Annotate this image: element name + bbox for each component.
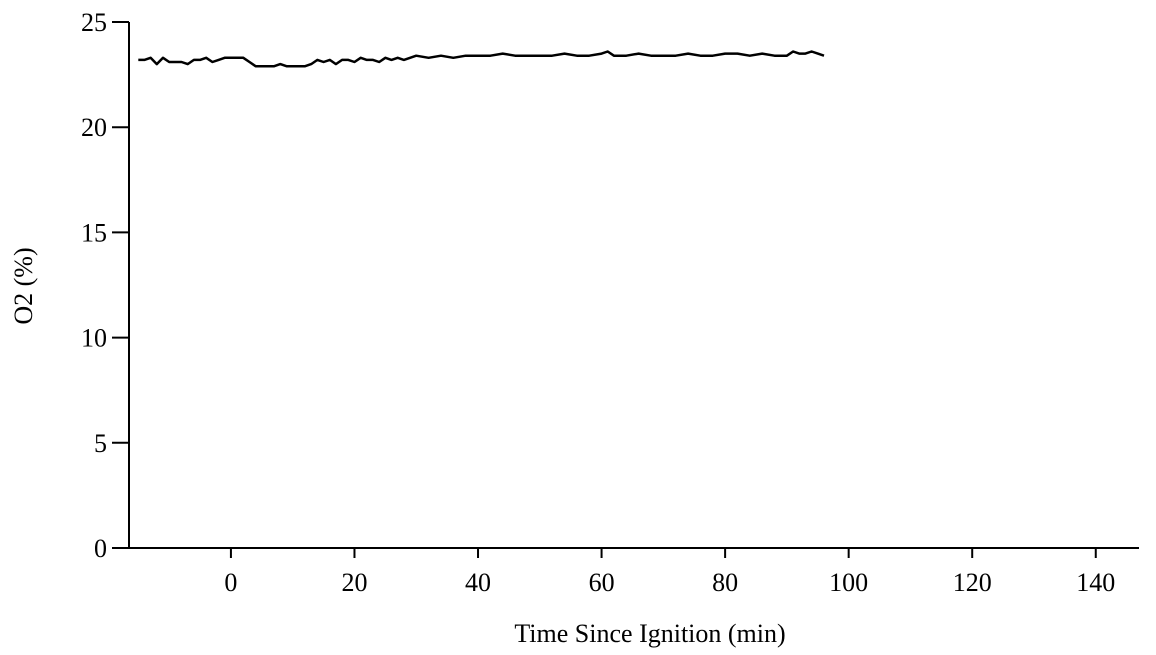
y-tick-label: 20 <box>81 113 107 142</box>
y-axis-title: O2 (%) <box>9 247 38 324</box>
x-axis-title: Time Since Ignition (min) <box>514 619 785 648</box>
series-layer <box>138 50 825 68</box>
o2-series-line <box>138 50 825 68</box>
y-tick-label: 10 <box>81 324 107 353</box>
x-tick-label: 100 <box>829 568 868 597</box>
x-tick-label: 20 <box>341 568 367 597</box>
y-tick-label: 15 <box>81 218 107 247</box>
x-tick-label: 120 <box>953 568 992 597</box>
y-tick-label: 5 <box>94 429 107 458</box>
axis-ticks: 0 20 40 60 80 100 120 140 0 5 10 15 20 25 <box>81 8 1115 597</box>
y-tick-label: 25 <box>81 8 107 37</box>
x-tick-label: 60 <box>589 568 615 597</box>
axes <box>128 22 1139 549</box>
y-tick-label: 0 <box>94 534 107 563</box>
x-tick-label: 80 <box>712 568 738 597</box>
x-tick-label: 140 <box>1076 568 1115 597</box>
x-tick-label: 40 <box>465 568 491 597</box>
x-tick-label: 0 <box>224 568 237 597</box>
